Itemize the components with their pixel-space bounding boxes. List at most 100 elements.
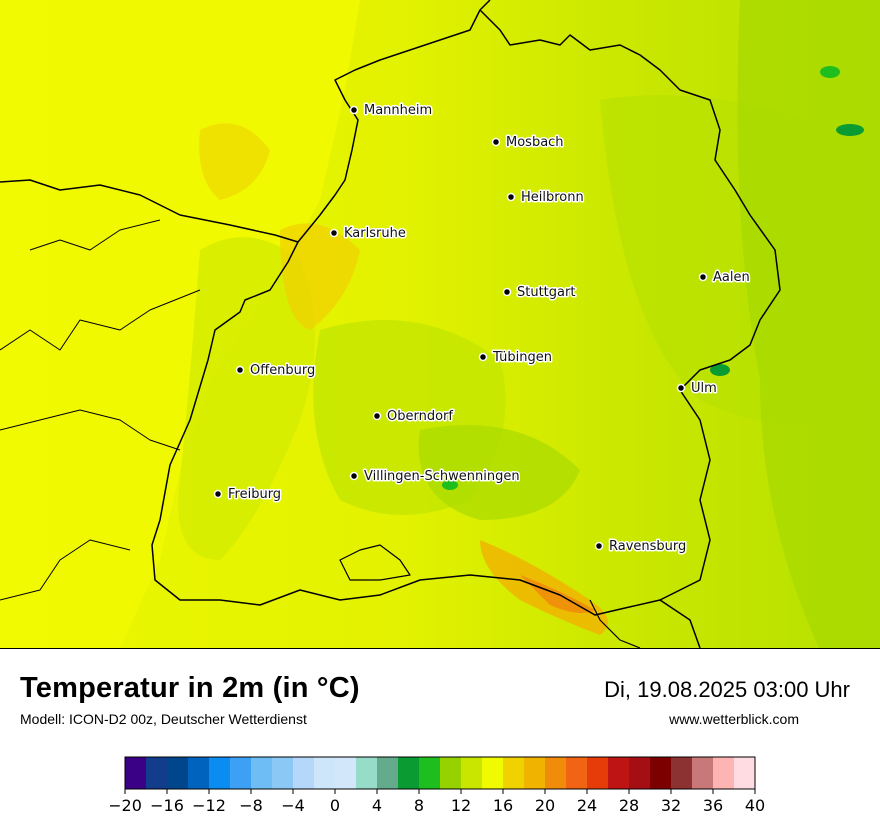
city-label: Tübingen [492,350,552,365]
legend-swatch [545,757,567,789]
cold-spot [820,66,840,78]
city-label: Mannheim [364,103,432,118]
model-subtitle: Modell: ICON-D2 00z, Deutscher Wetterdie… [20,711,307,727]
far-east-area [737,0,880,648]
warm-patch [280,223,360,330]
legend-tick-label: 16 [493,796,513,815]
borders [0,0,781,648]
legend-swatch [587,757,609,789]
legend-tick-label: 8 [414,796,424,815]
city-label: Ulm [691,381,717,396]
city-dot [478,352,488,362]
legend-tick-label: −8 [239,796,263,815]
legend-swatch [524,757,546,789]
legend-swatch [482,757,504,789]
city-dot [372,411,382,421]
cold-spot [442,480,458,490]
legend-tick-label: −20 [110,796,142,815]
legend-tick-label: 20 [535,796,555,815]
city-dot [329,228,339,238]
legend-swatch [251,757,273,789]
legend-swatch [167,757,189,789]
city-label: Ravensburg [609,539,686,554]
color-legend: −20 −16 −12 −8 −4 0 4 8 12 16 20 24 28 32 36 40 [108,755,770,825]
city-label: Freiburg [228,487,281,502]
city-label: Mosbach [506,135,564,150]
legend-tick-label: 24 [577,796,597,815]
map-title: Temperatur in 2m (in °C) [20,672,360,704]
legend-swatch [230,757,252,789]
website-url[interactable]: www.wetterblick.com [669,711,799,727]
legend-swatch [272,757,294,789]
warm-patch [199,123,270,200]
city-dot [506,192,516,202]
black-forest-area [178,237,315,560]
legend-tick-label: 40 [745,796,765,815]
legend-tick-label: 32 [661,796,681,815]
lake-constance-border [339,544,411,581]
cold-spot [836,124,864,136]
legend-swatch [650,757,672,789]
legend-swatch [419,757,441,789]
green-patch [418,425,580,520]
rhine-valley-area [0,0,360,648]
legend-tick-label: −12 [192,796,226,815]
city-dot [594,541,604,551]
state-border-west [297,0,491,243]
legend-swatch [671,757,693,789]
city-dot [213,489,223,499]
city-dot [698,272,708,282]
city-label: Villingen-Schwenningen [364,469,520,484]
city-label: Oberndorf [387,409,453,424]
legend-swatch [566,757,588,789]
city-markers: Mannheim Mosbach Heilbronn Karlsruhe Aalen St… [213,102,751,556]
state-border [0,289,201,351]
map-canvas: Mannheim Mosbach Heilbronn Karlsruhe Aalen St… [0,0,880,648]
legend-tick-label: 12 [451,796,471,815]
legend-frame [124,756,756,790]
city-dot [349,471,359,481]
city-dot [491,137,501,147]
legend-swatch [692,757,714,789]
legend-swatch [440,757,462,789]
city-label: Offenburg [250,363,315,378]
legend-swatch [377,757,399,789]
city-dot [349,105,359,115]
city-label: Heilbronn [521,190,584,205]
city-dot [235,365,245,375]
state-border-east [479,9,781,601]
legend-swatch [125,757,147,789]
city-label: Karlsruhe [344,226,406,241]
legend-tick-label: 0 [330,796,340,815]
legend-swatch [293,757,315,789]
legend-swatch [629,757,651,789]
state-border [0,409,181,451]
state-border [29,219,161,251]
legend-tick-label: 36 [703,796,723,815]
legend-swatch [608,757,630,789]
city-label: Aalen [713,270,750,285]
city-dot [676,383,686,393]
temperature-map: Mannheim Mosbach Heilbronn Karlsruhe Aalen St… [0,0,880,649]
legend-tick-label: −4 [281,796,305,815]
legend-swatch [461,757,483,789]
country-border [0,179,701,648]
legend-swatch [335,757,357,789]
legend-tick-label: −16 [150,796,184,815]
legend-swatch [734,757,756,789]
city-dot [502,287,512,297]
legend-canvas: −20 −16 −12 −8 −4 0 4 8 12 16 20 24 28 32 36 40 [108,756,765,815]
legend-swatch [146,757,168,789]
legend-swatch [209,757,231,789]
legend-swatch [314,757,336,789]
legend-swatch [398,757,420,789]
legend-tick-label: 28 [619,796,639,815]
city-label: Stuttgart [517,285,575,300]
legend-swatch [188,757,210,789]
border-austria [589,599,641,648]
cold-spot [710,364,730,376]
forecast-datetime: Di, 19.08.2025 03:00 Uhr [604,677,850,702]
legend-swatch [356,757,378,789]
legend-swatch [503,757,525,789]
legend-swatch [713,757,735,789]
